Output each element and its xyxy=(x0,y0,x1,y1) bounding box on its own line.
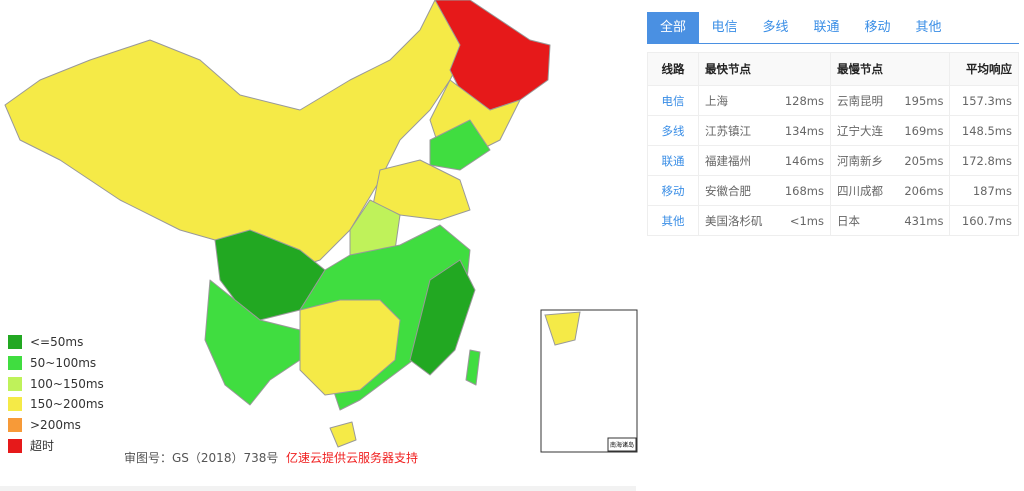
fastest-ms: <1ms xyxy=(774,205,831,236)
table-row: 多线 江苏镇江 134ms 辽宁大连 169ms 148.5ms xyxy=(647,115,1019,146)
tab-all[interactable]: 全部 xyxy=(647,12,699,43)
legend-label: 100~150ms xyxy=(30,376,104,391)
table-row: 电信 上海 128ms 云南昆明 195ms 157.3ms xyxy=(647,85,1019,116)
region-west xyxy=(4,0,471,286)
inset-label: 南海诸岛 xyxy=(610,441,634,449)
region-zhejiang-fujian xyxy=(409,259,476,376)
map-approval-number: 审图号：GS（2018）738号 xyxy=(124,451,279,465)
average-ms: 160.7ms xyxy=(949,205,1019,236)
slowest-node: 四川成都 xyxy=(829,175,894,206)
tab-telecom[interactable]: 电信 xyxy=(711,20,738,35)
slowest-node: 辽宁大连 xyxy=(829,115,894,146)
slowest-ms: 195ms xyxy=(893,85,951,116)
table-row: 联通 福建福州 146ms 河南新乡 205ms 172.8ms xyxy=(647,145,1019,176)
header-slowest: 最慢节点 xyxy=(829,52,951,86)
results-panel: 全部 电信 多线 联通 移动 其他 线路 最快节点 最慢节点 平均响应 电信 上海… xyxy=(647,12,1019,236)
region-yunnan xyxy=(204,279,301,406)
sponsor-link[interactable]: 亿速云提供云服务器支持 xyxy=(286,451,419,465)
summary-table: 线路 最快节点 最慢节点 平均响应 电信 上海 128ms 云南昆明 195ms 157.… xyxy=(647,52,1019,236)
bottom-bar xyxy=(0,486,636,491)
slowest-ms: 431ms xyxy=(893,205,951,236)
legend-item: 100~150ms xyxy=(8,373,104,394)
tab-multiline[interactable]: 多线 xyxy=(762,20,789,35)
header-line: 线路 xyxy=(647,52,699,86)
header-fastest: 最快节点 xyxy=(698,52,831,86)
table-row: 其他 美国洛杉矶 <1ms 日本 431ms 160.7ms xyxy=(647,205,1019,236)
legend-item: 超时 xyxy=(8,435,104,456)
legend: <=50ms 50~100ms 100~150ms 150~200ms >200… xyxy=(8,332,104,456)
region-liaoning xyxy=(429,119,491,171)
south-sea-inset: 南海诸岛 xyxy=(540,309,638,453)
slowest-node: 日本 xyxy=(829,205,894,236)
tab-other[interactable]: 其他 xyxy=(915,20,942,35)
average-ms: 148.5ms xyxy=(949,115,1019,146)
china-latency-map: 南海诸岛 xyxy=(4,0,638,453)
legend-item: >200ms xyxy=(8,415,104,436)
region-hainan xyxy=(329,421,357,448)
fastest-node: 江苏镇江 xyxy=(698,115,775,146)
legend-item: 50~100ms xyxy=(8,353,104,374)
region-taiwan xyxy=(465,349,481,386)
legend-label: 超时 xyxy=(30,439,55,454)
fastest-ms: 168ms xyxy=(774,175,831,206)
legend-label: <=50ms xyxy=(30,335,84,350)
region-heilongjiang xyxy=(434,0,551,111)
fastest-node: 福建福州 xyxy=(698,145,775,176)
table-row: 移动 安徽合肥 168ms 四川成都 206ms 187ms xyxy=(647,175,1019,206)
line-name[interactable]: 其他 xyxy=(647,205,699,236)
line-name[interactable]: 电信 xyxy=(647,85,699,116)
legend-swatch xyxy=(8,438,22,453)
legend-swatch xyxy=(8,356,22,371)
legend-label: 50~100ms xyxy=(30,356,97,371)
average-ms: 187ms xyxy=(949,175,1019,206)
line-tabs: 全部 电信 多线 联通 移动 其他 xyxy=(647,12,1019,44)
tab-unicom[interactable]: 联通 xyxy=(813,20,840,35)
line-name[interactable]: 移动 xyxy=(647,175,699,206)
slowest-node: 云南昆明 xyxy=(829,85,894,116)
tab-mobile[interactable]: 移动 xyxy=(864,20,891,35)
slowest-ms: 206ms xyxy=(893,175,951,206)
legend-label: >200ms xyxy=(30,418,81,433)
line-name[interactable]: 多线 xyxy=(647,115,699,146)
fastest-ms: 146ms xyxy=(774,145,831,176)
slowest-node: 河南新乡 xyxy=(829,145,894,176)
slowest-ms: 205ms xyxy=(893,145,951,176)
fastest-node: 安徽合肥 xyxy=(698,175,775,206)
fastest-node: 美国洛杉矶 xyxy=(698,205,775,236)
average-ms: 157.3ms xyxy=(949,85,1019,116)
average-ms: 172.8ms xyxy=(949,145,1019,176)
region-hunan-guangxi xyxy=(299,299,401,396)
legend-swatch xyxy=(8,376,22,391)
fastest-ms: 128ms xyxy=(774,85,831,116)
fastest-ms: 134ms xyxy=(774,115,831,146)
line-name[interactable]: 联通 xyxy=(647,145,699,176)
header-average: 平均响应 xyxy=(949,52,1019,86)
legend-label: 150~200ms xyxy=(30,397,104,412)
slowest-ms: 169ms xyxy=(893,115,951,146)
legend-item: <=50ms xyxy=(8,332,104,353)
fastest-node: 上海 xyxy=(698,85,775,116)
legend-swatch xyxy=(8,335,22,350)
legend-item: 150~200ms xyxy=(8,394,104,415)
legend-swatch xyxy=(8,418,22,433)
legend-swatch xyxy=(8,397,22,412)
